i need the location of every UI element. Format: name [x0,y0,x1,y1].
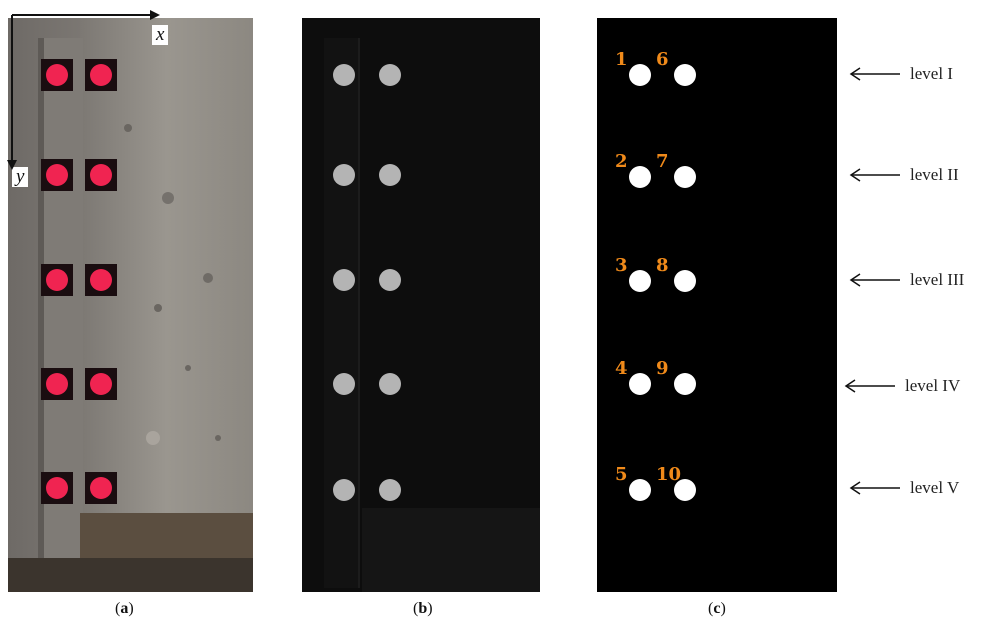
marker-number: 4 [615,358,628,379]
red-target [90,477,112,499]
level-3: level III [848,270,964,290]
y-axis-label: y [12,167,29,187]
caption-letter: a [120,600,129,617]
marker-number: 9 [656,358,669,379]
white-targets [629,64,696,501]
white-target [674,479,696,501]
gray-target [333,164,355,186]
grayscale-image [302,18,540,592]
level-label: level IV [905,376,961,395]
caption-letter: c [713,600,721,617]
level-label: level III [910,270,965,289]
caption-letter: b [418,600,428,617]
binary-image: 1 6 2 7 3 8 4 9 5 10 [597,18,837,592]
marker-number: 10 [656,464,681,485]
x-axis-label: x [152,25,169,45]
red-target [90,373,112,395]
arrow-left-icon [849,481,900,495]
caption-close: ) [720,600,726,617]
caption-close: ) [427,600,433,617]
marker-number: 3 [615,255,628,276]
panel-c-binary: 1 6 2 7 3 8 4 9 5 10 [597,18,837,592]
level-4: level IV [843,376,960,396]
level-1: level I [848,64,953,84]
gray-target [379,269,401,291]
white-target [629,270,651,292]
white-target [674,270,696,292]
marker-number: 2 [615,151,628,172]
red-targets [41,59,117,504]
red-target [46,477,68,499]
marker-numbers: 1 6 2 7 3 8 4 9 5 10 [615,49,681,485]
red-target [46,269,68,291]
white-target [629,373,651,395]
red-target [90,164,112,186]
level-label: level I [910,64,953,83]
white-target [674,64,696,86]
gray-target [333,269,355,291]
caption-open: ( [115,600,121,617]
white-target [629,479,651,501]
panel-b-grayscale [302,18,540,592]
red-target [90,269,112,291]
caption-b: (b) [413,600,433,618]
marker-number: 5 [615,464,628,485]
gray-target [333,64,355,86]
red-target [90,64,112,86]
level-label: level V [910,478,960,497]
caption-c: (c) [708,600,726,618]
level-label: level II [910,165,959,184]
gray-target [333,373,355,395]
gray-target [379,373,401,395]
level-2: level II [848,165,959,185]
white-target [629,64,651,86]
gray-target [379,479,401,501]
gray-targets [333,64,401,501]
caption-open: ( [708,600,714,617]
arrow-left-icon [849,273,900,287]
marker-number: 8 [656,255,669,276]
white-target [674,166,696,188]
arrow-left-icon [849,168,900,182]
marker-number: 7 [656,151,669,172]
arrow-left-icon [844,379,895,393]
level-5: level V [848,478,959,498]
marker-number: 1 [615,49,628,70]
white-target [629,166,651,188]
gray-target [379,64,401,86]
panel-a-photo [8,18,253,592]
gray-target [379,164,401,186]
red-target [46,373,68,395]
specimen-photo [8,18,253,592]
caption-a: (a) [115,600,134,618]
arrow-left-icon [849,67,900,81]
level-labels: level I level II level III level IV leve… [840,0,983,625]
caption-open: ( [413,600,419,617]
red-target [46,164,68,186]
white-target [674,373,696,395]
red-target [46,64,68,86]
gray-target [333,479,355,501]
marker-number: 6 [656,49,669,70]
caption-close: ) [128,600,134,617]
